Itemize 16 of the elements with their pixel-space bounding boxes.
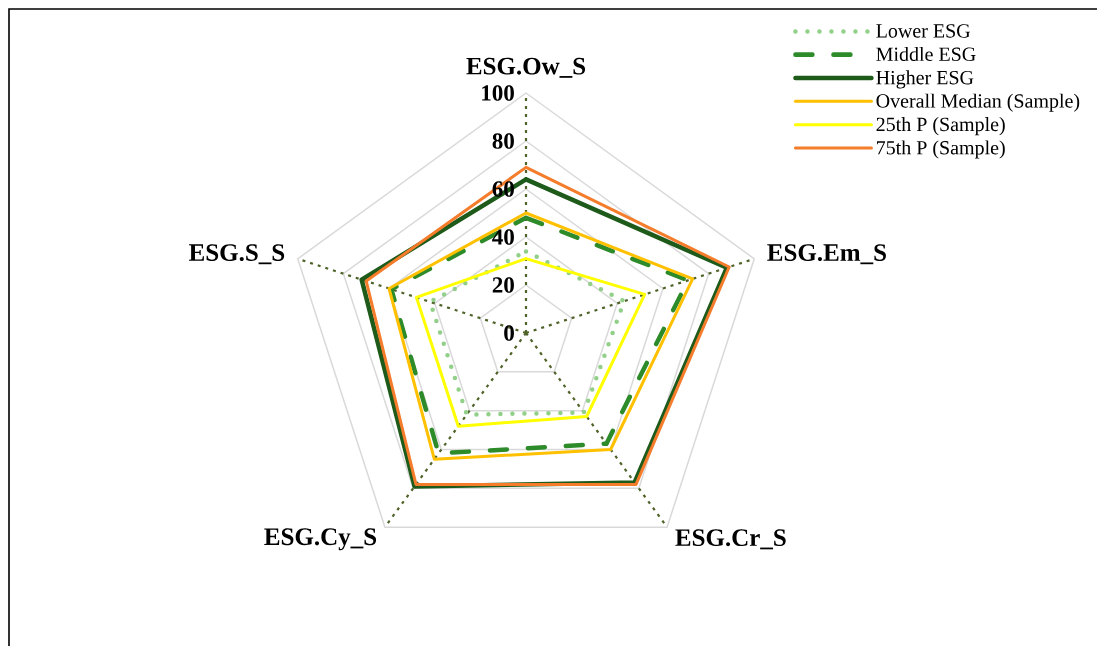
legend-label: Middle ESG <box>876 46 976 62</box>
legend-label: 75th P (Sample) <box>876 140 1005 159</box>
y-tick-label: 80 <box>492 133 514 149</box>
y-tick-label: 100 <box>482 85 514 101</box>
legend-label: Lower ESG <box>876 24 971 38</box>
y-tick-label: 0 <box>504 325 514 341</box>
legend-label: 25th P (Sample) <box>876 117 1005 136</box>
spoke-label: ESG.Em_S <box>767 244 886 265</box>
legend-label: Higher ESG <box>876 70 974 89</box>
spoke-label: ESG.Cr_S <box>675 529 786 550</box>
spoke-label: ESG.Cy_S <box>264 528 377 551</box>
y-tick-label: 20 <box>492 277 514 293</box>
legend-label: Overall Median (Sample) <box>876 93 1080 112</box>
y-tick-label: 40 <box>492 229 514 245</box>
spoke-label: ESG.Ow_S <box>466 57 586 78</box>
spoke-label: ESG.S_S <box>189 244 285 265</box>
